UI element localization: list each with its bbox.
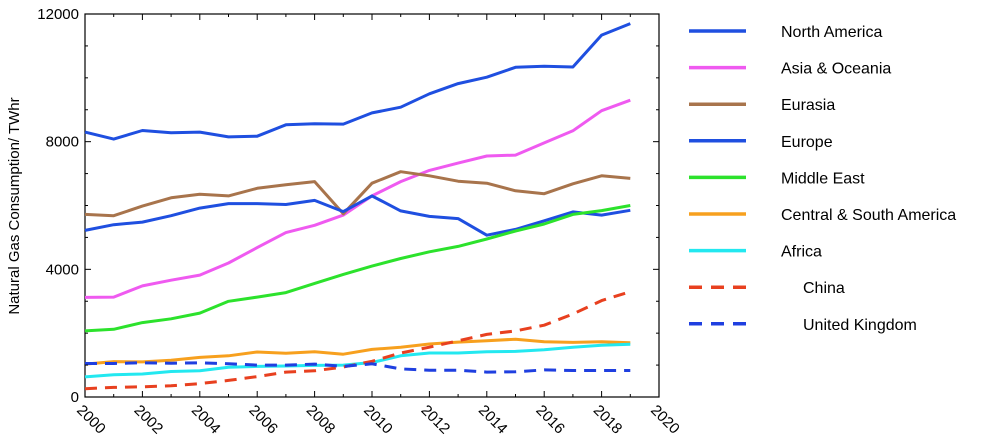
x-tick-label: 2006 <box>245 402 281 438</box>
series-line-europe <box>84 194 631 237</box>
series-line-central-south-america <box>84 337 631 366</box>
x-tick-label: 2004 <box>188 402 224 438</box>
series-line-africa <box>84 342 631 379</box>
series-line-north-america <box>84 22 631 141</box>
y-tick-label: 12000 <box>37 6 79 23</box>
legend-label: Europe <box>781 134 833 151</box>
legend-label: Asia & Oceania <box>781 61 891 78</box>
series-layer <box>84 22 631 391</box>
x-tick-label: 2020 <box>647 402 683 438</box>
y-tick-label: 0 <box>71 389 79 406</box>
series-line-china <box>84 290 631 391</box>
x-tick-label: 2014 <box>475 402 511 438</box>
legend-label: United Kingdom <box>803 317 917 334</box>
x-tick-label: 2008 <box>303 402 339 438</box>
x-tick-label: 2010 <box>360 402 396 438</box>
series-line-united-kingdom <box>85 361 631 374</box>
y-axis: 0 4000 8000 12000 <box>37 6 659 406</box>
plot-frame <box>84 13 660 398</box>
x-tick-label: 2000 <box>73 402 109 438</box>
series-line-middle-east <box>84 204 631 333</box>
y-axis-title: Natural Gas Consumption/ TWhr <box>6 97 23 314</box>
legend-label: North America <box>781 24 882 41</box>
x-tick-label: 2012 <box>418 402 454 438</box>
x-axis: 2000 2002 2004 2006 2008 2010 2012 2014 2016 2018… <box>73 14 683 437</box>
x-tick-label: 2016 <box>532 402 568 438</box>
y-tick-label: 8000 <box>46 134 79 151</box>
legend-label: Middle East <box>781 170 865 187</box>
y-tick-label: 4000 <box>46 261 79 278</box>
x-tick-label: 2018 <box>590 402 626 438</box>
series-line-asia-oceania <box>84 98 631 299</box>
legend-label: Central & South America <box>781 207 956 224</box>
legend-label: China <box>803 280 845 297</box>
legend: North America Asia & Oceania Eurasia Europe… <box>689 24 956 334</box>
x-tick-label: 2002 <box>131 402 167 438</box>
legend-label: Africa <box>781 244 822 261</box>
series-line-eurasia <box>84 170 631 218</box>
legend-label: Eurasia <box>781 97 835 114</box>
